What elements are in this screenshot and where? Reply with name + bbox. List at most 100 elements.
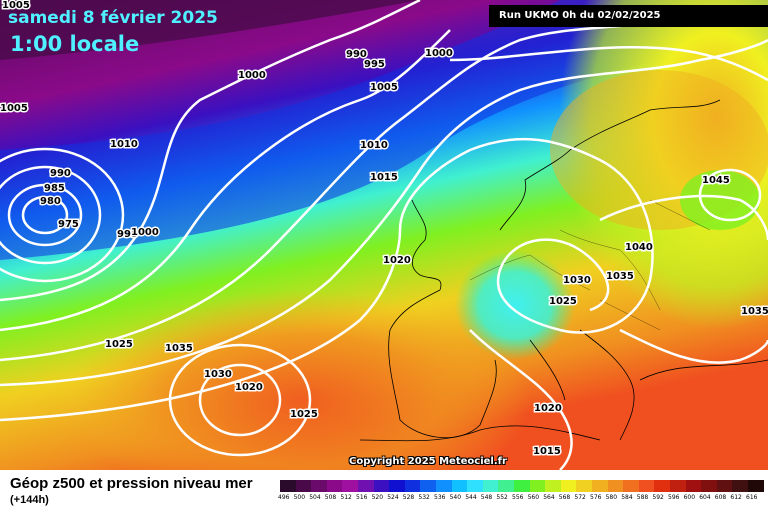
isobar-label: 1020 [383, 255, 411, 266]
legend-value: 564 [543, 494, 555, 501]
legend-value: 572 [574, 494, 586, 501]
legend-value: 532 [418, 494, 430, 501]
isobar-label: 1000 [131, 227, 159, 238]
isobar-label: 1025 [549, 296, 577, 307]
forecast-time: 1:00 locale [10, 32, 140, 56]
isobar-label: 1020 [534, 403, 562, 414]
legend-swatch [623, 480, 639, 492]
isobar-label: 1000 [238, 70, 266, 81]
legend-value: 500 [293, 494, 306, 501]
isobar-label: 980 [40, 196, 61, 207]
isobars [0, 0, 768, 470]
isobar-labels: 1005 1005 1000 990 995 1000 1005 1010 10… [0, 0, 768, 459]
legend-swatch [701, 480, 717, 492]
geopotential-pressure-map: 1005 1005 1000 990 995 1000 1005 1010 10… [0, 0, 768, 470]
legend-swatch [326, 480, 343, 492]
legend-value: 496 [278, 494, 290, 501]
isobar-label: 1035 [165, 343, 193, 354]
legend-swatch [638, 480, 655, 492]
legend-swatch [514, 480, 530, 492]
legend-swatch [358, 480, 374, 492]
legend-swatch [280, 480, 296, 492]
legend-swatch [529, 480, 546, 492]
isobar-label: 975 [58, 219, 79, 230]
legend-value: 540 [449, 494, 462, 501]
legend-value: 524 [387, 494, 399, 501]
legend-value: 556 [512, 494, 524, 501]
legend-value: 560 [527, 494, 540, 501]
isobar-label: 1025 [290, 409, 318, 420]
isobar-label: 1005 [370, 82, 398, 93]
legend-value: 592 [652, 494, 664, 501]
forecast-range: (+144h) [10, 494, 49, 506]
legend-value: 596 [668, 494, 680, 501]
forecast-date: samedi 8 février 2025 [8, 8, 218, 28]
legend-swatch [545, 480, 561, 492]
isobar-label: 995 [117, 229, 138, 240]
coastlines [359, 99, 768, 442]
isobar-label: 1015 [370, 172, 398, 183]
legend-value: 516 [356, 494, 368, 501]
legend-value: 504 [309, 494, 321, 501]
legend-swatch [498, 480, 514, 492]
legend-swatch [670, 480, 686, 492]
isobar-label: 990 [346, 49, 367, 60]
legend-swatch [451, 480, 468, 492]
isobar-label: 1035 [741, 306, 768, 317]
isobar-label: 1025 [105, 339, 133, 350]
isobar-label: 1020 [235, 382, 263, 393]
legend-value: 588 [636, 494, 649, 501]
legend-swatch [482, 480, 499, 492]
isobar-label: 1035 [606, 271, 634, 282]
legend-value: 548 [480, 494, 493, 501]
legend-swatch [560, 480, 577, 492]
legend-swatch [685, 480, 702, 492]
legend-value: 608 [714, 494, 727, 501]
legend-value: 520 [371, 494, 384, 501]
legend-value: 552 [496, 494, 508, 501]
isobar-label: 1040 [625, 242, 653, 253]
legend-swatch [342, 480, 358, 492]
isobar-label: 1030 [204, 369, 232, 380]
legend-swatch [436, 480, 452, 492]
legend-value: 584 [621, 494, 633, 501]
isobar-label: 1005 [0, 103, 28, 114]
legend-swatch [654, 480, 670, 492]
legend-value: 544 [465, 494, 477, 501]
legend-swatch [404, 480, 421, 492]
legend-swatch [420, 480, 436, 492]
model-run-label: Run UKMO 0h du 02/02/2025 [489, 5, 768, 27]
isobar-label: 1005 [2, 0, 30, 11]
legend-value: 576 [590, 494, 602, 501]
legend-value: 568 [558, 494, 571, 501]
isobar-label: 990 [50, 168, 71, 179]
legend-swatch [732, 480, 748, 492]
isobar-label: 1045 [702, 175, 730, 186]
isobar-label: 1010 [360, 140, 388, 151]
legend-swatch [592, 480, 608, 492]
map-title: Géop z500 et pression niveau mer [10, 475, 253, 492]
legend-value: 512 [340, 494, 352, 501]
isobar-label: 995 [364, 59, 385, 70]
legend-swatch [748, 480, 764, 492]
legend-swatch [311, 480, 327, 492]
map-footer: Géop z500 et pression niveau mer (+144h)… [0, 470, 768, 512]
legend-value: 604 [699, 494, 711, 501]
legend-value: 600 [683, 494, 696, 501]
isobar-label: 1015 [533, 446, 561, 457]
copyright-text: Copyright 2025 Meteociel.fr [349, 456, 507, 467]
isobar-label: 1000 [425, 48, 453, 59]
borders [469, 199, 711, 331]
legend-value: 616 [746, 494, 758, 501]
color-legend: 496 500 504 508 512 516 520 524 528 532 536 540 544 5… [278, 480, 766, 506]
legend-value: 528 [402, 494, 415, 501]
legend-value: 580 [605, 494, 618, 501]
legend-swatch [607, 480, 624, 492]
legend-swatch [716, 480, 733, 492]
forecast-map: 1005 1005 1000 990 995 1000 1005 1010 10… [0, 0, 768, 470]
legend-swatch [295, 480, 312, 492]
legend-swatch [467, 480, 483, 492]
legend-value: 536 [434, 494, 446, 501]
legend-value: 612 [730, 494, 742, 501]
isobar-label: 985 [44, 183, 65, 194]
